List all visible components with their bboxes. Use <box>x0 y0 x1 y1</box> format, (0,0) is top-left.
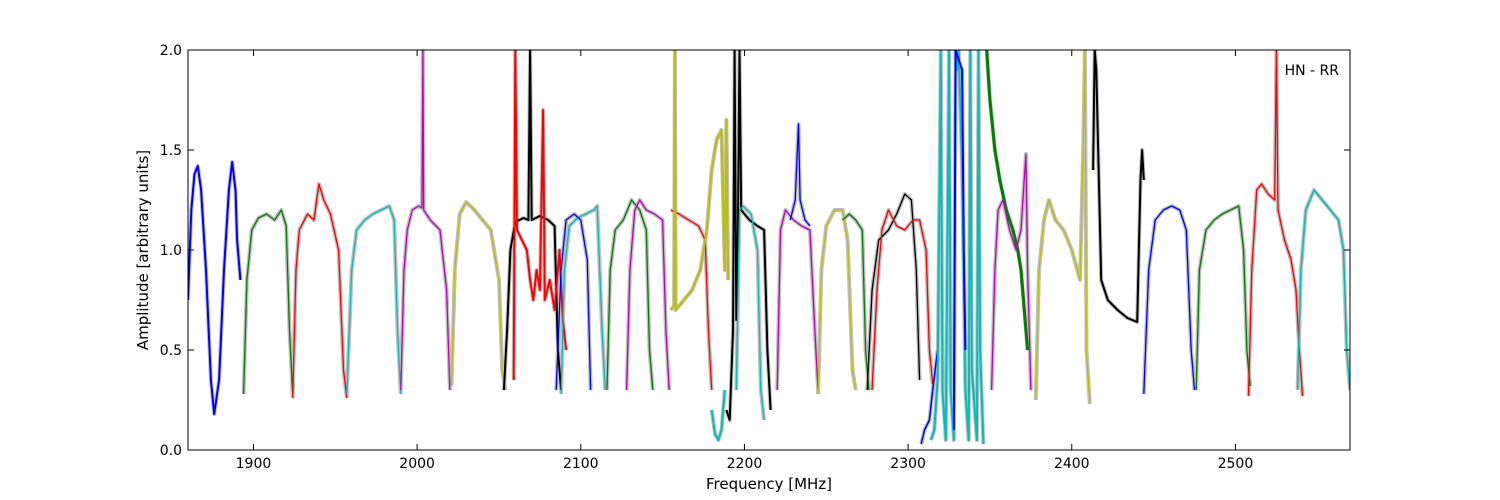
series-line-23 <box>920 349 939 445</box>
x-tick-label: 2500 <box>1218 456 1254 472</box>
x-tick-label: 2000 <box>399 456 435 472</box>
x-tick-label: 1900 <box>236 456 272 472</box>
series-line-20 <box>842 213 870 391</box>
series-line-30 <box>1143 205 1196 395</box>
series-line-1 <box>242 209 294 395</box>
x-tick-label: 2100 <box>563 456 599 472</box>
series-line-14 <box>710 389 726 441</box>
series-line-4 <box>400 50 451 391</box>
x-axis-label: Frequency [MHz] <box>706 475 832 493</box>
series-line-26 <box>985 50 1030 351</box>
series-line-9 <box>555 213 592 391</box>
y-tick-label: 1.5 <box>160 143 182 159</box>
series-line-28 <box>1035 50 1091 405</box>
series-line-10 <box>606 199 654 391</box>
series-line-24 <box>930 50 985 445</box>
series-line-16 <box>735 205 765 421</box>
series-line-2 <box>292 183 348 399</box>
series-line-5 <box>450 201 507 391</box>
series-line-12 <box>670 209 713 391</box>
series-line-7 <box>512 50 568 381</box>
x-tick-label: 2400 <box>1054 456 1090 472</box>
y-tick-label: 0.0 <box>160 443 182 459</box>
series-line-29 <box>1092 50 1145 323</box>
series-line-25 <box>952 50 967 431</box>
y-axis-label: Amplitude [arbitrary units] <box>134 150 152 350</box>
series-line-6 <box>502 50 563 391</box>
x-tick-label: 2300 <box>890 456 926 472</box>
ticks-layer: 1900 2000 2100 2200 2300 2400 2500 0.0 0.5 1.0 1.5… <box>160 43 1350 472</box>
series-line-31 <box>1195 205 1251 391</box>
series-line-8 <box>560 205 606 395</box>
series-line-11 <box>625 199 670 391</box>
y-tick-label: 1.0 <box>160 243 182 259</box>
series-line-32 <box>1247 50 1304 397</box>
series-line-17 <box>776 209 819 391</box>
x-tick-label: 2200 <box>727 456 763 472</box>
series-line-33 <box>1296 189 1350 391</box>
series-layer <box>188 50 1350 445</box>
series-line-15 <box>725 50 772 421</box>
series-line-21 <box>866 193 921 391</box>
series-line-19 <box>817 209 857 395</box>
series-line-13 <box>670 50 730 311</box>
series-line-18 <box>789 123 811 227</box>
series-line-27 <box>990 153 1032 391</box>
series-line-3 <box>346 205 402 395</box>
y-tick-label: 0.5 <box>160 343 182 359</box>
series-line-0 <box>188 161 242 415</box>
plot-annotation: HN - RR <box>1285 63 1340 79</box>
series-line-22 <box>871 209 934 391</box>
y-tick-label: 2.0 <box>160 43 182 59</box>
